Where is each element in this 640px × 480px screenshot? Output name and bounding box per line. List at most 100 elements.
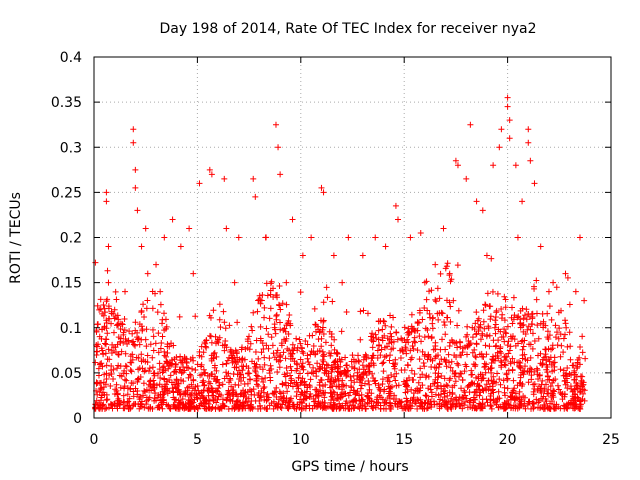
dense-marker — [261, 304, 268, 311]
dense-marker — [356, 405, 363, 412]
dense-marker — [577, 386, 584, 393]
dense-marker — [388, 323, 395, 330]
dense-marker — [210, 392, 217, 399]
dense-marker — [484, 290, 491, 297]
dense-marker — [529, 321, 536, 328]
dense-marker — [319, 326, 326, 333]
data-point — [223, 225, 230, 232]
dense-marker — [503, 330, 510, 337]
dense-marker — [337, 371, 344, 378]
dense-marker — [239, 400, 246, 407]
dense-marker — [386, 378, 393, 385]
dense-marker — [507, 393, 514, 400]
dense-marker — [510, 294, 517, 301]
dense-marker — [549, 379, 556, 386]
dense-marker — [536, 371, 543, 378]
dense-marker — [435, 316, 442, 323]
dense-marker — [410, 345, 417, 352]
dense-marker — [573, 365, 580, 372]
dense-marker — [144, 297, 151, 304]
dense-marker — [577, 405, 584, 412]
dense-marker — [361, 380, 368, 387]
dense-marker — [537, 385, 544, 392]
dense-marker — [452, 378, 459, 385]
data-point — [142, 225, 149, 232]
dense-marker — [304, 370, 311, 377]
dense-marker — [502, 304, 509, 311]
dense-marker — [442, 387, 449, 394]
dense-marker — [495, 404, 502, 411]
dense-marker — [307, 393, 314, 400]
data-point — [130, 139, 137, 146]
dense-marker — [572, 400, 579, 407]
dense-marker — [129, 356, 136, 363]
dense-marker — [547, 354, 554, 361]
dense-marker — [535, 376, 542, 383]
dense-marker — [505, 350, 512, 357]
dense-marker — [487, 313, 494, 320]
dense-marker — [520, 321, 527, 328]
dense-marker — [309, 405, 316, 412]
dense-marker — [315, 400, 322, 407]
dense-marker — [555, 335, 562, 342]
dense-marker — [149, 326, 156, 333]
dense-marker — [246, 376, 253, 383]
dense-marker — [191, 396, 198, 403]
dense-marker — [329, 366, 336, 373]
dense-marker — [98, 392, 105, 399]
dense-marker — [348, 377, 355, 384]
dense-marker — [517, 365, 524, 372]
dense-marker — [498, 364, 505, 371]
dense-marker — [544, 328, 551, 335]
dense-marker — [425, 333, 432, 340]
dense-marker — [115, 321, 122, 328]
dense-marker — [410, 394, 417, 401]
dense-marker — [216, 301, 223, 308]
chart-title: Day 198 of 2014, Rate Of TEC Index for r… — [159, 21, 536, 37]
dense-marker — [421, 305, 428, 312]
dense-marker — [151, 370, 158, 377]
dense-marker — [319, 361, 326, 368]
dense-marker — [161, 383, 168, 390]
dense-marker — [472, 354, 479, 361]
dense-marker — [120, 398, 127, 405]
dense-marker — [420, 359, 427, 366]
dense-marker — [408, 311, 415, 318]
dense-marker — [408, 386, 415, 393]
dense-marker — [265, 331, 272, 338]
dense-marker — [252, 367, 259, 374]
dense-marker — [479, 332, 486, 339]
dense-marker — [362, 351, 369, 358]
dense-marker — [539, 361, 546, 368]
dense-marker — [463, 342, 470, 349]
dense-marker — [478, 377, 485, 384]
dense-marker — [509, 320, 516, 327]
dense-marker — [455, 373, 462, 380]
dense-marker — [100, 312, 107, 319]
dense-marker — [456, 403, 463, 410]
dense-marker — [110, 344, 117, 351]
dense-marker — [185, 365, 192, 372]
dense-marker — [502, 357, 509, 364]
dense-marker — [469, 334, 476, 341]
dense-marker — [411, 370, 418, 377]
dense-marker — [271, 354, 278, 361]
dense-marker — [544, 363, 551, 370]
dense-marker — [104, 396, 111, 403]
dense-marker — [402, 405, 409, 412]
dense-marker — [549, 342, 556, 349]
dense-marker — [266, 367, 273, 374]
dense-marker — [351, 365, 358, 372]
dense-marker — [444, 314, 451, 321]
dense-marker — [217, 324, 224, 331]
dense-marker — [202, 400, 209, 407]
dense-marker — [206, 387, 213, 394]
dense-marker — [464, 351, 471, 358]
dense-marker — [198, 371, 205, 378]
dense-marker — [216, 382, 223, 389]
dense-marker — [436, 405, 443, 412]
dense-marker — [304, 341, 311, 348]
dense-marker — [575, 395, 582, 402]
dense-marker — [372, 331, 379, 338]
